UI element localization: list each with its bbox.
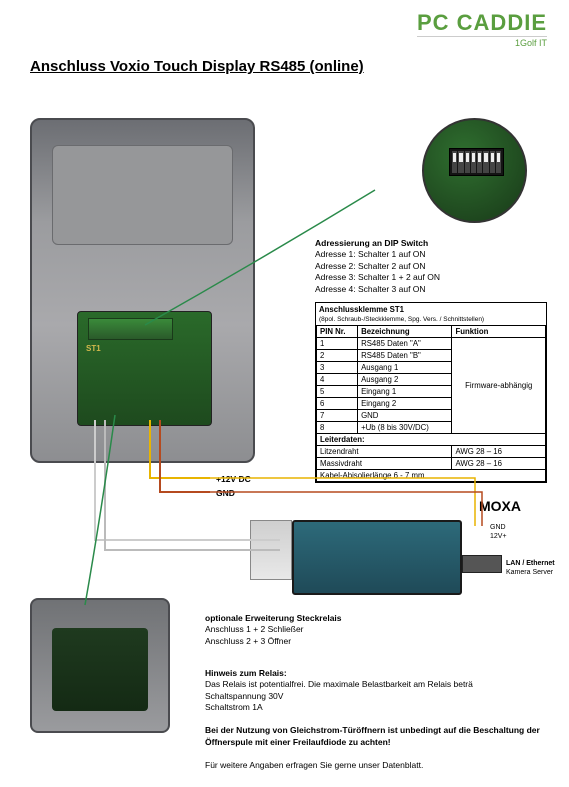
moxa-device-image xyxy=(292,520,462,595)
wire-label-12v: +12V DC xyxy=(216,474,251,484)
hint-l4: Bei der Nutzung von Gleichstrom-Türöffne… xyxy=(205,725,540,746)
hint-l1: Das Relais ist potentialfrei. Die maxima… xyxy=(205,679,473,689)
dip-block xyxy=(449,148,504,176)
pcb-label-st1: ST1 xyxy=(86,344,101,353)
moxa-lan-label2: Kamera Server xyxy=(506,569,553,576)
moxa-lan-label: LAN / Ethernet xyxy=(506,560,555,567)
brand-logo: PC CADDIE 1Golf IT xyxy=(417,10,547,48)
wire-label-gnd: GND xyxy=(216,488,235,498)
device-pcb: ST1 xyxy=(77,311,212,426)
logo-subtitle: 1Golf IT xyxy=(417,36,547,48)
relay-module-image xyxy=(30,598,170,733)
dip-switch-detail-image xyxy=(422,118,527,223)
page-title: Anschluss Voxio Touch Display RS485 (onl… xyxy=(30,58,364,75)
moxa-lan-connector xyxy=(462,555,502,573)
moxa-pin-12v: 12V+ xyxy=(490,533,507,540)
dip-line: Adresse 3: Schalter 1 + 2 auf ON xyxy=(315,272,440,282)
relay-heading: optionale Erweiterung Steckrelais xyxy=(205,613,342,623)
terminal-st1 xyxy=(88,318,173,340)
leiterdaten-heading: Leiterdaten: xyxy=(317,434,546,446)
leiter-last: Kabel-Abisolierlänge 6 - 7 mm xyxy=(317,470,546,482)
th-pin: PIN Nr. xyxy=(317,326,358,338)
th-bez: Bezeichnung xyxy=(358,326,452,338)
dip-line: Adresse 2: Schalter 2 auf ON xyxy=(315,261,426,271)
terminal-table: Anschlussklemme ST1 (8pol. Schraub-/Stec… xyxy=(315,302,547,483)
dip-address-caption: Adressierung an DIP Switch Adresse 1: Sc… xyxy=(315,238,545,295)
moxa-label: MOXA xyxy=(479,498,521,514)
dip-line: Adresse 1: Schalter 1 auf ON xyxy=(315,249,426,259)
relay-l1: Anschluss 1 + 2 Schließer xyxy=(205,624,304,634)
dip-line: Adresse 4: Schalter 3 auf ON xyxy=(315,284,426,294)
logo-main: PC CADDIE xyxy=(417,10,547,36)
th-func: Funktion xyxy=(452,326,546,338)
device-housing-image: ST1 xyxy=(30,118,255,463)
relay-extension-block: optionale Erweiterung Steckrelais Anschl… xyxy=(205,613,550,647)
table-title: Anschlussklemme ST1 xyxy=(316,303,546,316)
relay-l2: Anschluss 2 + 3 Öffner xyxy=(205,636,291,646)
hint-l2: Schaltspannung 30V xyxy=(205,691,283,701)
table-subtitle: (8pol. Schraub-/Steckklemme, Spg. Vers. … xyxy=(316,316,546,325)
device-inner-plate xyxy=(52,145,233,245)
relay-hint-block: Hinweis zum Relais: Das Relais ist poten… xyxy=(205,668,550,771)
relay-pcb xyxy=(52,628,148,711)
moxa-pin-gnd: GND xyxy=(490,524,506,531)
moxa-terminal-block xyxy=(250,520,292,580)
dip-heading: Adressierung an DIP Switch xyxy=(315,238,428,248)
hint-l5: Für weitere Angaben erfragen Sie gerne u… xyxy=(205,760,423,770)
func-merged: Firmware-abhängig xyxy=(452,338,546,434)
hint-l3: Schaltstrom 1A xyxy=(205,702,263,712)
hint-heading: Hinweis zum Relais: xyxy=(205,668,287,678)
